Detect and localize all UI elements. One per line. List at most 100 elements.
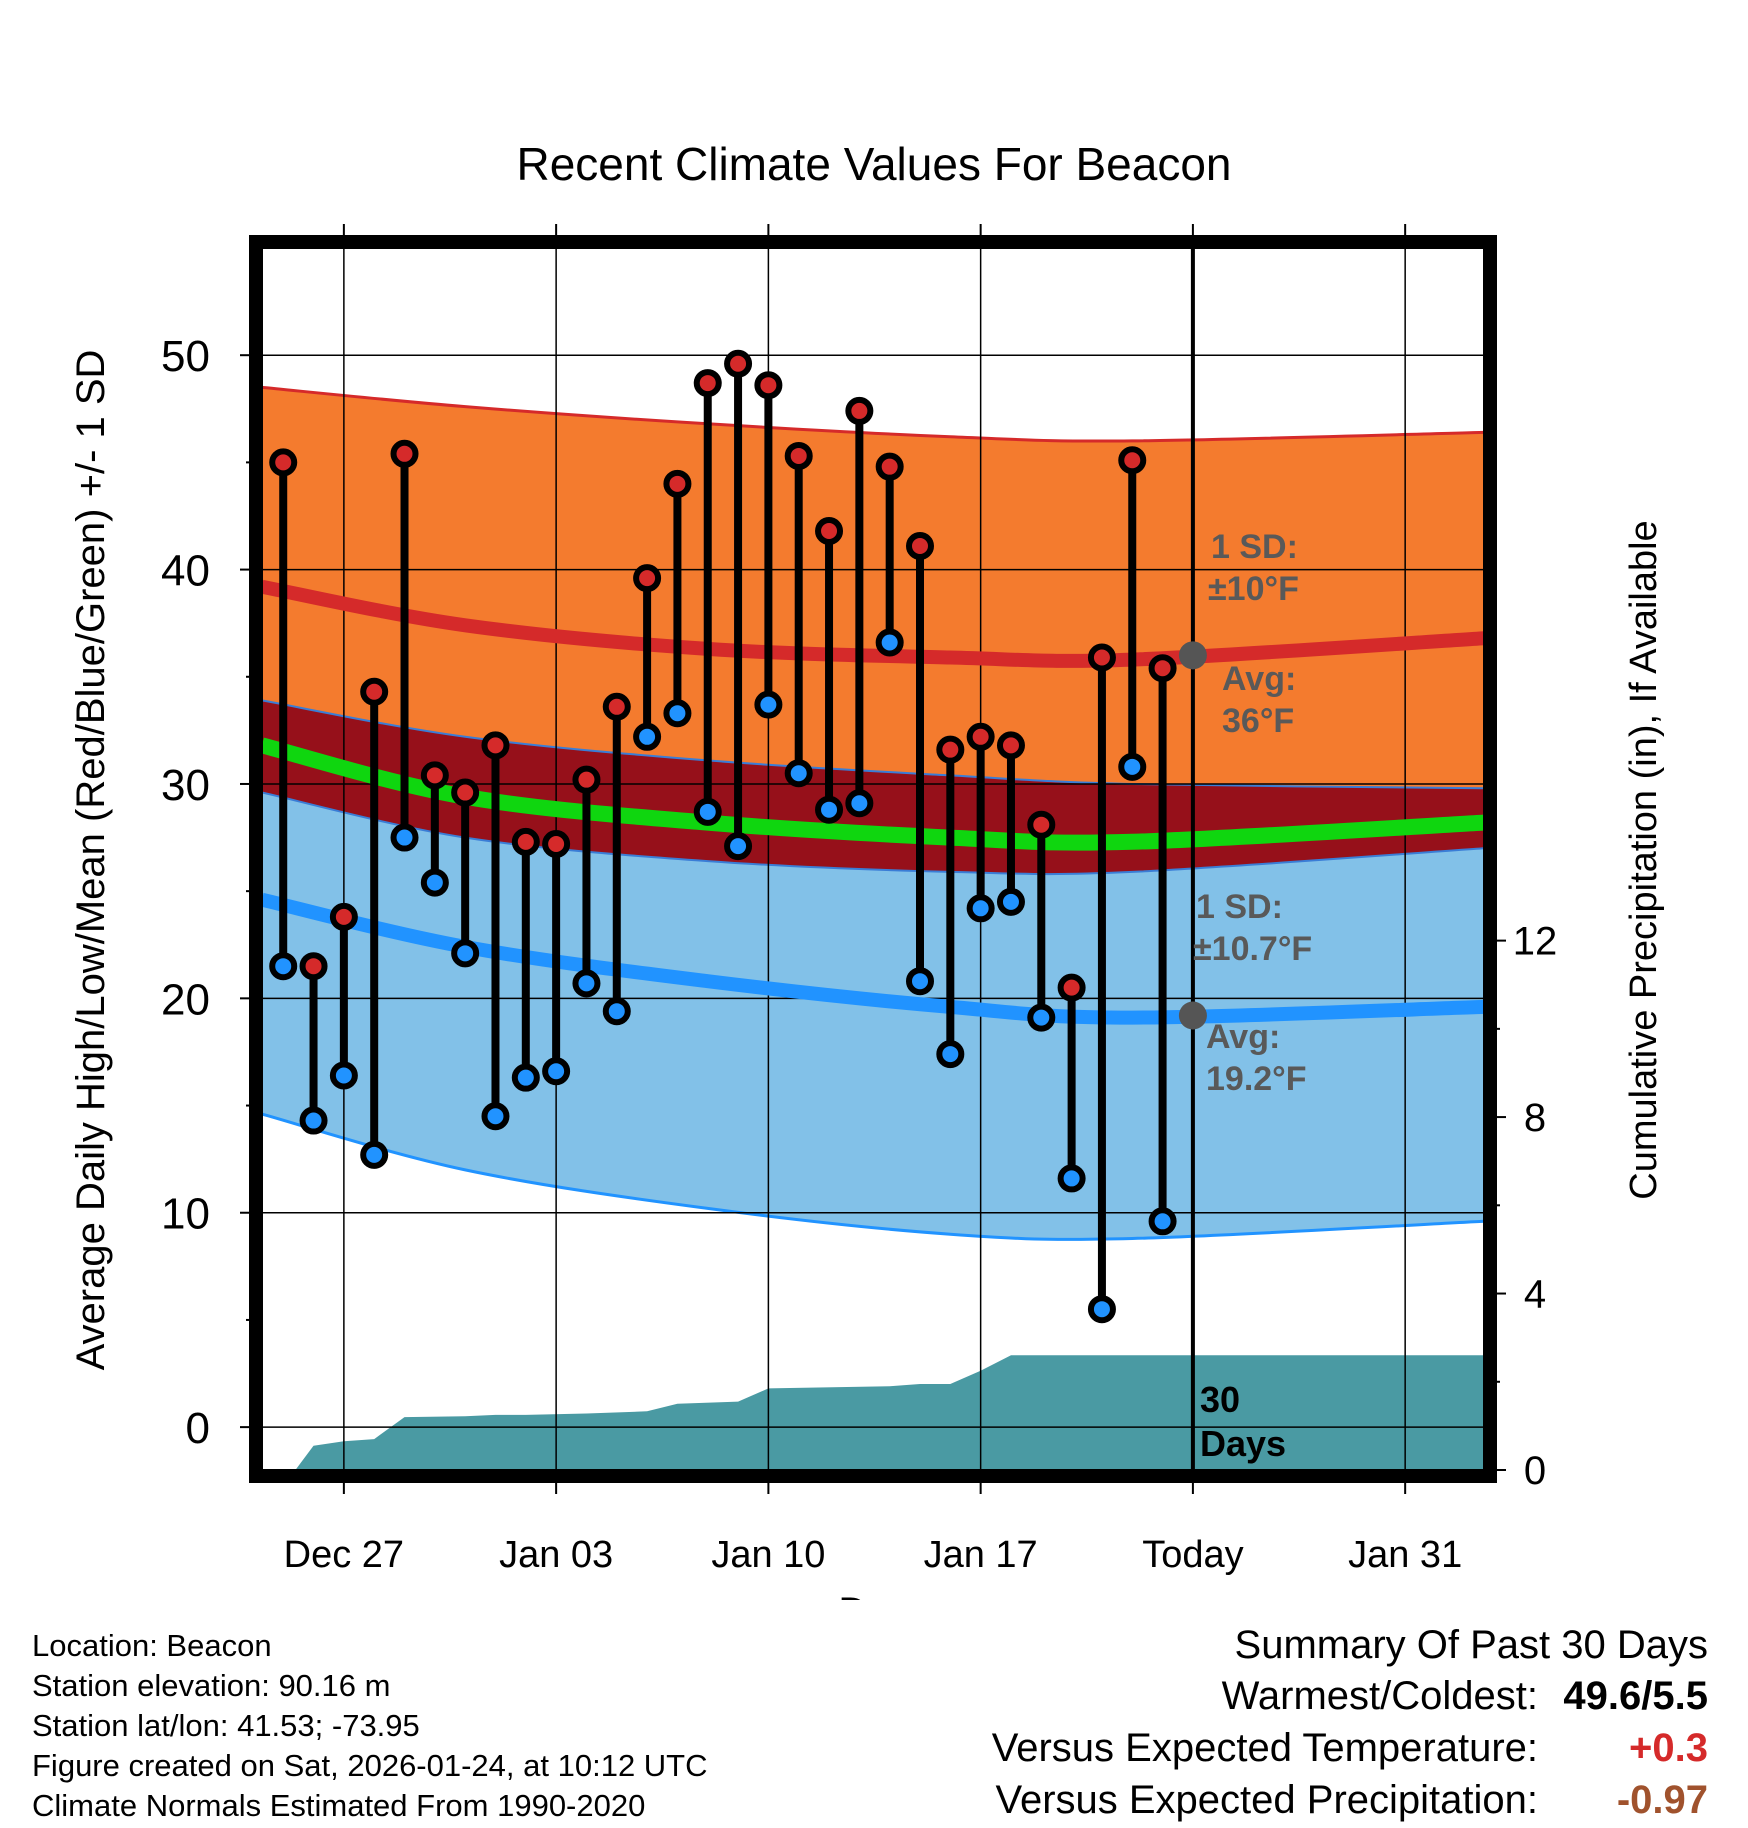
normals-text: Climate Normals Estimated From 1990-2020: [32, 1788, 646, 1823]
plot-frame: [249, 235, 1497, 1483]
x-tick-label: Jan 17: [924, 1534, 1038, 1576]
y-axis-label-left: Average Daily High/Low/Mean (Red/Blue/Gr…: [69, 350, 113, 1371]
daily-low-point: [360, 1140, 389, 1169]
daily-low-point: [966, 894, 995, 923]
daily-high-point: [451, 778, 480, 807]
daily-low-point: [633, 722, 662, 751]
daily-low-point: [481, 1102, 510, 1131]
daily-high-point: [966, 722, 995, 751]
high-avg-label: Avg:: [1222, 660, 1296, 698]
x-tick-label: Jan 31: [1348, 1534, 1462, 1576]
daily-high-point: [1027, 810, 1056, 839]
high-normal-line: [262, 579, 1484, 668]
daily-high-point: [906, 531, 934, 560]
daily-low-point: [269, 952, 298, 981]
daily-high-point: [754, 371, 783, 400]
low-normal-line: [262, 892, 1484, 1025]
y-tick-label-left: 40: [161, 547, 210, 596]
precip-vs-expected-value: -0.97: [1616, 1778, 1708, 1822]
x-axis-label: Day: [838, 1590, 909, 1600]
summary-precip-row: Versus Expected Precipitation: -0.97: [992, 1774, 1708, 1826]
daily-high-point: [390, 439, 419, 468]
daily-high-point: [511, 827, 540, 856]
daily-high-point: [481, 731, 510, 760]
daily-high-point: [269, 448, 298, 477]
daily-low-point: [845, 789, 874, 818]
warmest-value: 49.6/5.5: [1563, 1674, 1708, 1718]
daily-high-point: [1118, 446, 1147, 475]
plot-content: [262, 248, 1484, 1470]
daily-low-point: [906, 967, 934, 996]
mean-normal-line: [262, 737, 1484, 851]
daily-high-point: [784, 441, 813, 470]
mean-sd-band: [262, 700, 1484, 875]
y-tick-label-left: 0: [186, 1404, 210, 1453]
daily-low-point: [875, 628, 904, 657]
daily-low-point: [572, 969, 601, 998]
daily-low-point: [815, 795, 844, 824]
daily-high-point: [360, 677, 389, 706]
high-avg-marker: [1178, 641, 1207, 670]
plot-area: 1 SD: ±10°F Avg: 36°F 1 SD: ±10.7°F Avg: 19.2°F…: [161, 224, 1557, 1576]
climate-chart: Recent Climate Values For Beacon 1 SD: ±1…: [69, 138, 1665, 1600]
low-lower-edge: [262, 1112, 1484, 1241]
daily-low-point: [299, 1106, 328, 1135]
y-tick-label-right: 4: [1524, 1273, 1546, 1317]
low-avg-marker: [1178, 1001, 1207, 1030]
period-label-number: 30: [1200, 1379, 1240, 1420]
daily-high-point: [724, 349, 753, 378]
daily-low-point: [693, 797, 722, 826]
y-tick-label-right: 8: [1524, 1096, 1546, 1140]
daily-low-point: [451, 939, 480, 968]
daily-low-point: [1118, 752, 1147, 781]
daily-low-point: [329, 1061, 358, 1090]
high-avg-value: 36°F: [1222, 702, 1294, 740]
y-tick-label-left: 10: [161, 1190, 210, 1239]
daily-low-point: [663, 699, 692, 728]
daily-high-point: [420, 761, 449, 790]
high-sd-label: 1 SD:: [1211, 528, 1298, 566]
created-text: Figure created on Sat, 2026-01-24, at 10…: [32, 1748, 708, 1783]
high-lower-edge: [262, 699, 1484, 790]
x-tick-label: Jan 03: [499, 1534, 613, 1576]
daily-high-point: [815, 516, 844, 545]
daily-low-point: [542, 1057, 571, 1086]
high-sd-value: ±10°F: [1208, 570, 1299, 608]
daily-low-point: [1027, 1003, 1056, 1032]
daily-high-point: [542, 829, 571, 858]
daily-high-point: [693, 369, 722, 398]
daily-low-point: [754, 690, 783, 719]
low-avg-value: 19.2°F: [1206, 1060, 1307, 1098]
station-info: Location: Beacon Station elevation: 90.1…: [32, 1626, 708, 1826]
low-sd-value: ±10.7°F: [1193, 930, 1312, 968]
temp-vs-expected-value: +0.3: [1629, 1726, 1708, 1770]
y-tick-label-right: 0: [1524, 1449, 1546, 1493]
low-upper-edge: [262, 791, 1484, 876]
daily-low-point: [724, 832, 753, 861]
daily-low-point: [784, 759, 813, 788]
daily-low-point: [1087, 1295, 1116, 1324]
daily-low-point: [936, 1040, 965, 1069]
daily-high-point: [996, 731, 1025, 760]
daily-high-point: [633, 564, 662, 593]
daily-high-point: [329, 902, 358, 931]
daily-high-point: [663, 469, 692, 498]
daily-low-point: [1057, 1164, 1086, 1193]
daily-high-point: [936, 735, 965, 764]
daily-high-point: [845, 396, 874, 425]
high-upper-edge: [262, 385, 1484, 443]
y-tick-label-left: 20: [161, 975, 210, 1024]
daily-low-point: [1148, 1207, 1177, 1236]
daily-high-point: [1148, 654, 1177, 683]
daily-low-point: [602, 997, 631, 1026]
daily-low-point: [390, 823, 419, 852]
elevation-text: Station elevation: 90.16 m: [32, 1668, 391, 1703]
precip-cumulative-area: [262, 1355, 1484, 1470]
precip-vs-expected-label: Versus Expected Precipitation:: [995, 1778, 1538, 1822]
daily-high-point: [1057, 973, 1086, 1002]
daily-low-point: [420, 868, 449, 897]
x-tick-label: Jan 10: [711, 1534, 825, 1576]
high-sd-band: [262, 387, 1484, 789]
x-tick-label: Today: [1142, 1534, 1243, 1576]
period-label-days: Days: [1200, 1423, 1286, 1464]
